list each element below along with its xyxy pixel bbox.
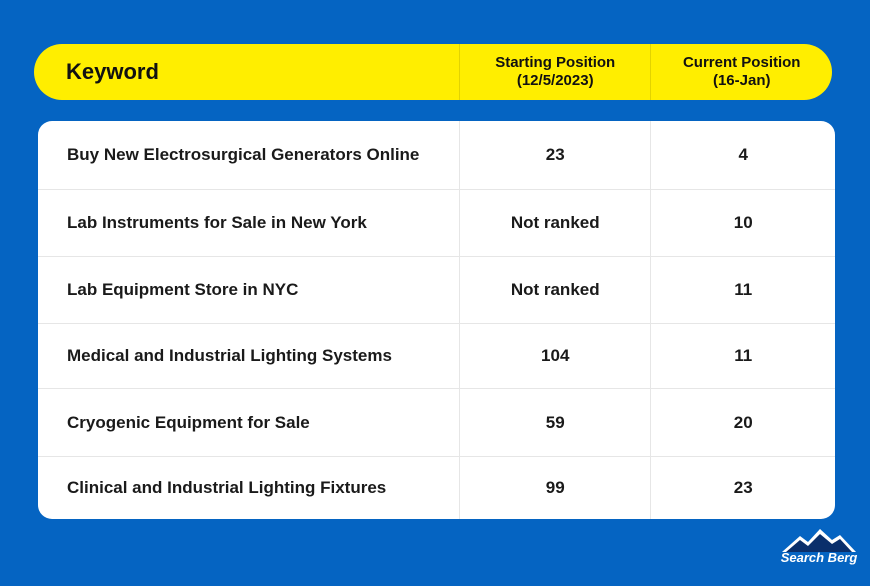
table-row: Lab Equipment Store in NYC Not ranked 11 bbox=[38, 257, 835, 324]
current-position-cell: 10 bbox=[650, 190, 835, 256]
keyword-cell: Buy New Electrosurgical Generators Onlin… bbox=[67, 145, 420, 164]
header-starting-line1: Starting Position bbox=[495, 54, 616, 71]
mountain-icon bbox=[782, 529, 856, 552]
header-current-line1: Current Position bbox=[682, 54, 801, 71]
current-position-cell: 11 bbox=[650, 324, 835, 388]
current-position-cell: 11 bbox=[650, 257, 835, 323]
starting-position-cell: 59 bbox=[458, 389, 651, 456]
current-position-cell: 20 bbox=[650, 389, 835, 456]
current-position-cell: 4 bbox=[650, 121, 835, 189]
ranking-table: Buy New Electrosurgical Generators Onlin… bbox=[38, 121, 835, 519]
header-keyword: Keyword bbox=[66, 59, 159, 84]
starting-position-cell: 23 bbox=[458, 121, 651, 189]
starting-position-cell: 99 bbox=[458, 457, 651, 519]
table-row: Buy New Electrosurgical Generators Onlin… bbox=[38, 121, 835, 190]
keyword-cell: Lab Instruments for Sale in New York bbox=[67, 213, 367, 232]
starting-position-cell: Not ranked bbox=[458, 190, 651, 256]
keyword-cell: Cryogenic Equipment for Sale bbox=[67, 412, 310, 432]
table-header: Keyword Starting Position (12/5/2023) Cu… bbox=[34, 44, 832, 100]
header-starting-position: Starting Position (12/5/2023) bbox=[458, 44, 651, 100]
keyword-cell: Lab Equipment Store in NYC bbox=[67, 280, 299, 299]
table-row: Lab Instruments for Sale in New York Not… bbox=[38, 190, 835, 257]
table-row: Clinical and Industrial Lighting Fixture… bbox=[38, 457, 835, 519]
starting-position-cell: Not ranked bbox=[458, 257, 651, 323]
current-position-cell: 23 bbox=[650, 457, 835, 519]
table-row: Cryogenic Equipment for Sale 59 20 bbox=[38, 389, 835, 457]
header-current-position: Current Position (16-Jan) bbox=[650, 44, 832, 100]
logo-text: Search Berg bbox=[780, 550, 858, 565]
search-berg-logo: Search Berg bbox=[778, 528, 860, 570]
table-row: Medical and Industrial Lighting Systems … bbox=[38, 324, 835, 389]
keyword-cell: Medical and Industrial Lighting Systems bbox=[67, 346, 392, 365]
header-starting-line2: (12/5/2023) bbox=[516, 72, 594, 89]
keyword-cell: Clinical and Industrial Lighting Fixture… bbox=[67, 478, 387, 497]
header-current-line2: (16-Jan) bbox=[712, 72, 771, 89]
starting-position-cell: 104 bbox=[458, 324, 651, 388]
